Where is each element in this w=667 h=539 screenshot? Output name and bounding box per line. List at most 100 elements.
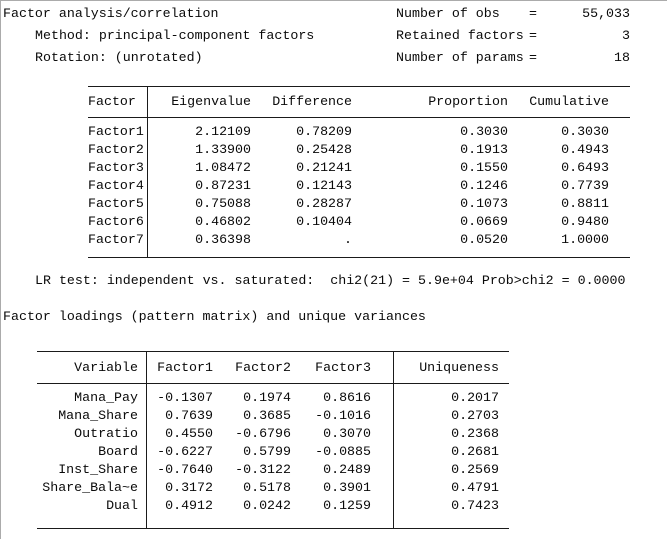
stat-value-params: 18: [614, 50, 630, 65]
proportion-cell: 0.1073: [460, 196, 508, 211]
factor3-cell: 0.3070: [323, 426, 371, 441]
variable-cell: Dual: [106, 498, 138, 513]
eigenvalue-cell: 0.36398: [195, 232, 251, 247]
difference-cell: 0.78209: [296, 124, 352, 139]
proportion-cell: 0.0669: [460, 214, 508, 229]
factor-cell: Factor7: [88, 232, 144, 247]
variable-cell: Mana_Pay: [74, 390, 138, 405]
variable-cell: Mana_Share: [58, 408, 138, 423]
cumulative-cell: 0.9480: [561, 214, 609, 229]
uniqueness-cell: 0.2368: [451, 426, 499, 441]
lr-test-line: LR test: independent vs. saturated: chi2…: [35, 273, 626, 288]
column-header-variable: Variable: [74, 359, 138, 375]
column-spacer: [371, 443, 393, 461]
factor2-cell: 0.0242: [243, 498, 291, 513]
cumulative-cell: 0.4943: [561, 142, 609, 157]
uniqueness-cell: 0.2703: [451, 408, 499, 423]
difference-cell: 0.25428: [296, 142, 352, 157]
difference-cell: 0.28287: [296, 196, 352, 211]
table-row: Dual 0.4912 0.0242 0.1259 0.7423: [37, 497, 509, 515]
table-row: Factor1 2.12109 0.78209 0.3030 0.3030: [88, 123, 630, 141]
cumulative-cell: 0.8811: [561, 196, 609, 211]
stat-value-factors: 3: [622, 28, 630, 43]
equals-sign: =: [529, 50, 537, 65]
table-header-row: Variable Factor1 Factor2 Factor3 Uniquen…: [37, 352, 509, 384]
table-row: Inst_Share -0.7640 -0.3122 0.2489 0.2569: [37, 461, 509, 479]
eigenvalue-table: Factor Eigenvalue Difference Proportion …: [88, 86, 630, 258]
eigenvalue-cell: 0.87231: [195, 178, 251, 193]
column-spacer: [371, 497, 393, 515]
eigenvalue-table-body: Factor1 2.12109 0.78209 0.3030 0.3030 Fa…: [88, 118, 630, 249]
stat-label-params: Number of params: [396, 50, 524, 65]
table-divider: [146, 352, 147, 528]
factor2-cell: 0.1974: [243, 390, 291, 405]
column-header-factor2: Factor2: [235, 359, 291, 375]
column-spacer: [371, 407, 393, 425]
variable-cell: Board: [98, 444, 138, 459]
factor3-cell: -0.0885: [315, 444, 371, 459]
factor2-cell: 0.5799: [243, 444, 291, 459]
factor1-cell: -0.7640: [157, 462, 213, 477]
table-row: Factor6 0.46802 0.10404 0.0669 0.9480: [88, 213, 630, 231]
column-spacer: [371, 425, 393, 443]
factor2-cell: 0.5178: [243, 480, 291, 495]
factor3-cell: 0.8616: [323, 390, 371, 405]
output-title: Factor analysis/correlation: [3, 6, 219, 21]
factor-cell: Factor3: [88, 160, 144, 175]
eigenvalue-cell: 0.46802: [195, 214, 251, 229]
difference-cell: 0.21241: [296, 160, 352, 175]
cumulative-cell: 0.3030: [561, 124, 609, 139]
table-divider: [147, 87, 148, 257]
table-header-row: Factor Eigenvalue Difference Proportion …: [88, 87, 630, 118]
eigenvalue-cell: 1.08472: [195, 160, 251, 175]
table-row: Factor7 0.36398 . 0.0520 1.0000: [88, 231, 630, 249]
column-header-factor: Factor: [88, 94, 136, 109]
factor1-cell: 0.3172: [165, 480, 213, 495]
factor1-cell: 0.4550: [165, 426, 213, 441]
difference-cell: 0.12143: [296, 178, 352, 193]
equals-sign: =: [529, 6, 537, 21]
loadings-table: Variable Factor1 Factor2 Factor3 Uniquen…: [37, 351, 509, 529]
factor-cell: Factor5: [88, 196, 144, 211]
factor1-cell: 0.4912: [165, 498, 213, 513]
table-row: Board -0.6227 0.5799 -0.0885 0.2681: [37, 443, 509, 461]
uniqueness-cell: 0.4791: [451, 480, 499, 495]
cumulative-cell: 1.0000: [561, 232, 609, 247]
table-divider: [393, 352, 394, 528]
column-header-factor1: Factor1: [157, 359, 213, 375]
cumulative-cell: 0.7739: [561, 178, 609, 193]
column-spacer: [371, 479, 393, 497]
equals-sign: =: [529, 28, 537, 43]
factor1-cell: -0.1307: [157, 390, 213, 405]
factor-cell: Factor4: [88, 178, 144, 193]
proportion-cell: 0.0520: [460, 232, 508, 247]
uniqueness-cell: 0.2569: [451, 462, 499, 477]
column-header-uniqueness: Uniqueness: [419, 359, 499, 375]
column-spacer: [371, 461, 393, 479]
uniqueness-cell: 0.2681: [451, 444, 499, 459]
difference-cell: 0.10404: [296, 214, 352, 229]
factor1-cell: 0.7639: [165, 408, 213, 423]
table-row: Factor3 1.08472 0.21241 0.1550 0.6493: [88, 159, 630, 177]
factor3-cell: 0.1259: [323, 498, 371, 513]
loadings-table-body: Mana_Pay -0.1307 0.1974 0.8616 0.2017 Ma…: [37, 384, 509, 515]
factor-cell: Factor1: [88, 124, 144, 139]
variable-cell: Inst_Share: [58, 462, 138, 477]
factor3-cell: 0.2489: [323, 462, 371, 477]
column-header-factor3: Factor3: [315, 359, 371, 375]
factor-cell: Factor2: [88, 142, 144, 157]
proportion-cell: 0.1913: [460, 142, 508, 157]
cumulative-cell: 0.6493: [561, 160, 609, 175]
difference-cell: .: [344, 232, 352, 247]
uniqueness-cell: 0.7423: [451, 498, 499, 513]
eigenvalue-cell: 0.75088: [195, 196, 251, 211]
table-row: Factor4 0.87231 0.12143 0.1246 0.7739: [88, 177, 630, 195]
column-header-proportion: Proportion: [428, 94, 508, 109]
stat-label-obs: Number of obs: [396, 6, 500, 21]
proportion-cell: 0.1550: [460, 160, 508, 175]
column-header-eigenvalue: Eigenvalue: [171, 94, 251, 109]
factor1-cell: -0.6227: [157, 444, 213, 459]
eigenvalue-cell: 2.12109: [195, 124, 251, 139]
method-line: Method: principal-component factors: [35, 28, 315, 43]
